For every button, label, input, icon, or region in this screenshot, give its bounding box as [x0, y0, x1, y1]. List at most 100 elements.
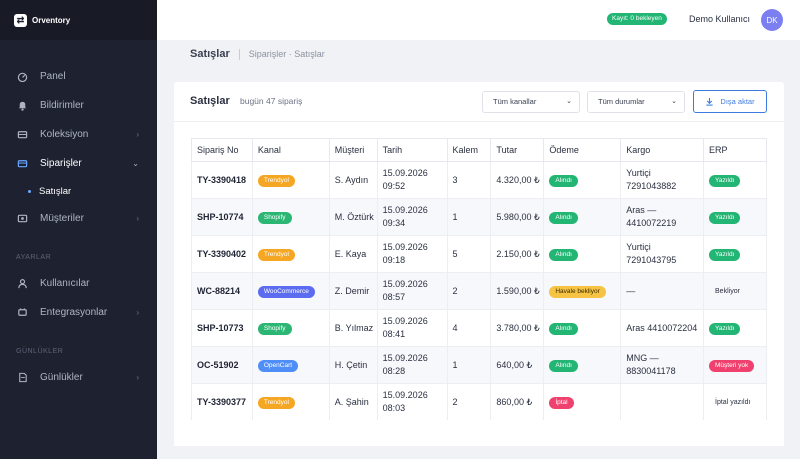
cargo-cell — [620, 383, 705, 421]
date-cell: 15.09.2026 08:41 — [376, 309, 448, 347]
customer-cell: B. Yılmaz — [328, 309, 378, 347]
payment-cell-badge[interactable]: Alındı — [549, 360, 578, 372]
sidebar-item-label: Bildirimler — [40, 100, 84, 111]
chevron-right-icon: › — [136, 214, 139, 223]
order-number-cell[interactable]: TY-3390377 — [191, 383, 253, 421]
date-cell: 15.09.2026 08:28 — [376, 346, 448, 384]
erp-cell-badge[interactable]: İptal yazıldı — [715, 399, 751, 406]
avatar[interactable]: DK — [761, 9, 783, 31]
sidebar-item-panel[interactable]: Panel — [0, 62, 157, 91]
column-header[interactable]: Ödeme — [543, 138, 622, 162]
table-row[interactable]: SHP-10773 Shopify B. Yılmaz 15.09.2026 08:4… — [191, 309, 767, 347]
channel-cell-badge[interactable]: WooCommerce — [257, 286, 315, 298]
table-row[interactable]: TY-3390418 Trendyol S. Aydın 15.09.2026 09:… — [191, 161, 767, 199]
logo-icon: ⇄ — [14, 13, 27, 27]
qty-cell-text: 1 — [452, 359, 458, 370]
amount-cell-text: 4.320,00 ₺ — [496, 174, 540, 185]
column-header[interactable]: Müşteri — [328, 138, 378, 162]
erp-cell: İptal yazıldı — [703, 383, 767, 421]
channel-cell-badge[interactable]: Shopify — [257, 323, 292, 335]
payment-cell: Alındı — [543, 346, 622, 384]
order-number-cell[interactable]: OC-51902 — [191, 346, 253, 384]
column-header[interactable]: Tarih — [376, 138, 448, 162]
order-number-cell[interactable]: SHP-10774 — [191, 198, 253, 236]
cargo-cell-text: — — [626, 285, 636, 296]
customer-cell: M. Öztürk — [328, 198, 378, 236]
erp-cell-badge[interactable]: Yazıldı — [709, 323, 741, 335]
breadcrumb-path[interactable]: Siparişler · Satışlar — [248, 49, 325, 59]
section-gunlukler: GÜNLÜKLER — [16, 347, 64, 355]
channel-cell: Trendyol — [251, 383, 330, 421]
column-header[interactable]: Kanal — [251, 138, 330, 162]
status-filter-value: Tüm durumlar — [598, 97, 645, 106]
amount-cell-text: 3.780,00 ₺ — [496, 322, 540, 333]
date-cell: 15.09.2026 09:52 — [376, 161, 448, 199]
order-number-cell-text: TY-3390377 — [197, 396, 247, 407]
amount-cell-text: 640,00 ₺ — [496, 359, 533, 370]
sidebar-item-koleksiyon[interactable]: Koleksiyon › — [0, 120, 157, 149]
order-number-cell[interactable]: WC-88214 — [191, 272, 253, 310]
sidebar-subitem-satislar[interactable]: Satışlar — [0, 178, 157, 204]
amount-cell-text: 2.150,00 ₺ — [496, 248, 540, 259]
column-header[interactable]: Tutar — [490, 138, 545, 162]
cargo-cell-text: Yurtiçi 7291043795 — [626, 242, 677, 265]
order-number-cell[interactable]: SHP-10773 — [191, 309, 253, 347]
card-divider — [174, 121, 784, 122]
order-number-cell[interactable]: TY-3390402 — [191, 235, 253, 273]
table-row[interactable]: TY-3390377 Trendyol A. Şahin 15.09.2026 08:… — [191, 383, 767, 421]
channel-filter-select[interactable]: Tüm kanallar ⌄ — [482, 91, 580, 113]
payment-cell-badge[interactable]: Alındı — [549, 249, 578, 261]
status-filter-select[interactable]: Tüm durumlar ⌄ — [587, 91, 685, 113]
order-number-cell[interactable]: TY-3390418 — [191, 161, 253, 199]
qty-cell: 2 — [446, 272, 492, 310]
box-icon — [16, 129, 28, 141]
channel-cell-badge[interactable]: Trendyol — [257, 249, 295, 261]
channel-cell-badge[interactable]: OpenCart — [257, 360, 299, 372]
amount-cell: 860,00 ₺ — [490, 383, 545, 421]
erp-cell-badge[interactable]: Bekliyor — [715, 288, 740, 295]
chevron-down-icon: ⌄ — [671, 98, 677, 105]
channel-cell-badge[interactable]: Trendyol — [257, 175, 295, 187]
queue-status-badge[interactable]: Kayıt: 0 bekleyen — [607, 13, 667, 25]
payment-cell-badge[interactable]: Havale bekliyor — [549, 286, 606, 298]
table-row[interactable]: OC-51902 OpenCart H. Çetin 15.09.2026 08:28… — [191, 346, 767, 384]
order-number-cell-text: SHP-10773 — [197, 322, 244, 333]
erp-cell-badge[interactable]: Müşteri yok — [709, 360, 755, 372]
table-row[interactable]: TY-3390402 Trendyol E. Kaya 15.09.2026 09:1… — [191, 235, 767, 273]
erp-cell: Yazıldı — [703, 198, 767, 236]
channel-cell-badge[interactable]: Trendyol — [257, 397, 295, 409]
erp-cell-badge[interactable]: Yazıldı — [709, 249, 741, 261]
payment-cell-badge[interactable]: Alındı — [549, 212, 578, 224]
payment-cell-badge[interactable]: İptal — [549, 397, 574, 409]
table-row[interactable]: SHP-10774 Shopify M. Öztürk 15.09.2026 09:3… — [191, 198, 767, 236]
column-header[interactable]: ERP — [703, 138, 767, 162]
table-row[interactable]: WC-88214 WooCommerce Z. Demir 15.09.2026 08… — [191, 272, 767, 310]
user-name[interactable]: Demo Kullanıcı — [689, 14, 751, 24]
qty-cell: 4 — [446, 309, 492, 347]
date-cell: 15.09.2026 09:18 — [376, 235, 448, 273]
customer-cell-text: M. Öztürk — [334, 211, 374, 222]
export-button[interactable]: Dışa aktar — [693, 90, 767, 113]
chevron-right-icon: › — [136, 130, 139, 139]
sidebar-item-siparisler[interactable]: Siparişler ⌄ — [0, 149, 157, 178]
amount-cell: 1.590,00 ₺ — [490, 272, 545, 310]
sidebar-item-gunlukler[interactable]: Günlükler › — [0, 363, 157, 392]
sidebar-item-kullanicilar[interactable]: Kullanıcılar — [0, 269, 157, 298]
erp-cell-badge[interactable]: Yazıldı — [709, 175, 741, 187]
brand[interactable]: ⇄ Orventory — [0, 0, 157, 40]
customer-cell: Z. Demir — [328, 272, 378, 310]
sidebar-item-bildirimler[interactable]: Bildirimler — [0, 91, 157, 120]
log-icon — [16, 372, 28, 384]
sidebar-item-entegrasyonlar[interactable]: Entegrasyonlar › — [0, 298, 157, 327]
payment-cell-badge[interactable]: Alındı — [549, 175, 578, 187]
column-header[interactable]: Sipariş No — [191, 138, 253, 162]
channel-cell-badge[interactable]: Shopify — [257, 212, 292, 224]
customer-cell-text: S. Aydın — [334, 174, 369, 185]
qty-cell-text: 2 — [452, 396, 458, 407]
erp-cell: Yazıldı — [703, 309, 767, 347]
column-header[interactable]: Kalem — [446, 138, 492, 162]
payment-cell-badge[interactable]: Alındı — [549, 323, 578, 335]
sidebar-item-musteriler[interactable]: Müşteriler › — [0, 204, 157, 233]
column-header[interactable]: Kargo — [620, 138, 705, 162]
erp-cell-badge[interactable]: Yazıldı — [709, 212, 741, 224]
